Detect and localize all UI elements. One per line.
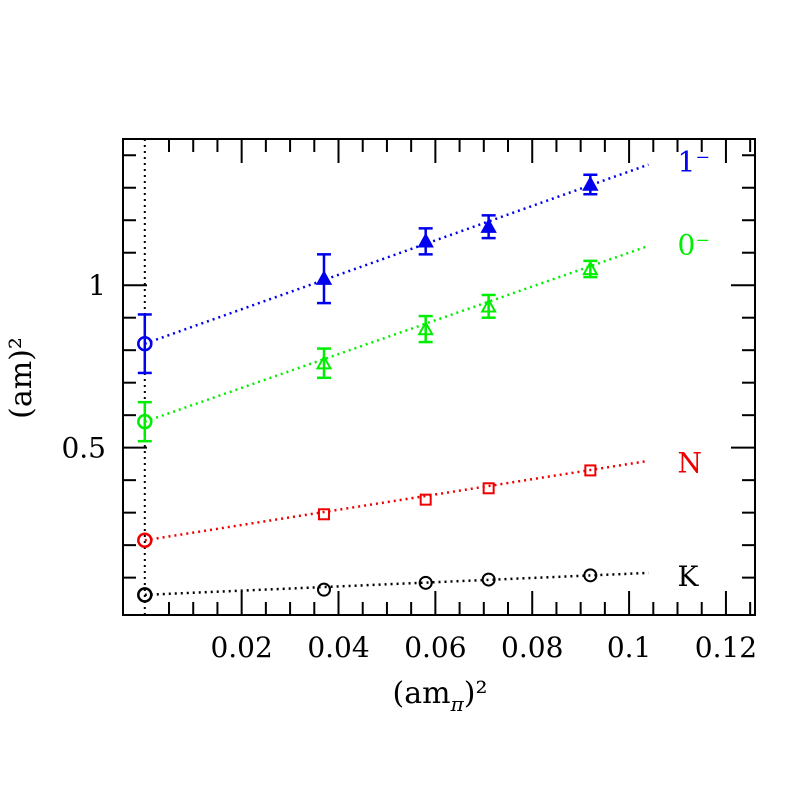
fit-line (144, 163, 649, 345)
y-tick-label: 0.5 (61, 432, 106, 465)
series-label-superscript: ⁻ (695, 146, 710, 179)
square-marker (317, 508, 330, 521)
x-tick-label: 0.12 (695, 631, 757, 664)
triangle-marker (417, 320, 434, 336)
triangle-marker (315, 354, 333, 370)
circle-marker (583, 568, 598, 583)
series-label-base: K (678, 560, 700, 593)
fit-line (144, 459, 649, 542)
series-label: 0⁻ (678, 229, 711, 262)
fit-lines-layer (143, 139, 649, 615)
plot-frame (122, 138, 756, 616)
square-marker (584, 464, 597, 477)
fit-line (144, 244, 649, 423)
x-tick-label: 0.04 (307, 631, 369, 664)
square-marker (482, 482, 495, 495)
axis-ticks-layer (123, 139, 755, 615)
series-label-base: 1 (678, 146, 696, 179)
triangle-marker (582, 175, 599, 191)
extrapolated-point (137, 335, 153, 352)
triangle-marker (582, 260, 599, 276)
triangle-marker (417, 232, 434, 248)
x-tick-label: 0.08 (501, 631, 563, 664)
circle-marker (481, 572, 496, 587)
x-axis-title-tail: )² (464, 676, 488, 711)
triangle-marker (315, 270, 333, 285)
series-label-base: N (678, 446, 703, 479)
x-tick-label: 0.06 (404, 631, 466, 664)
y-axis-title: (am)² (4, 337, 39, 419)
series-label-base: 0 (678, 229, 696, 262)
y-tick-label: 1 (88, 269, 106, 302)
extrapolated-point (137, 413, 153, 430)
series-label: 1⁻ (678, 146, 711, 179)
series-label-superscript: ⁻ (695, 229, 710, 262)
triangle-marker (480, 297, 497, 313)
data-marks-layer (137, 173, 599, 603)
series-label: K (678, 560, 700, 593)
circle-marker (418, 575, 433, 590)
circle-marker (316, 582, 331, 597)
square-marker (419, 493, 432, 506)
x-axis-title: (amπ)² (393, 676, 488, 716)
extrapolated-point (137, 587, 153, 603)
triangle-marker (480, 218, 497, 233)
x-tick-label: 0.02 (210, 631, 272, 664)
extrapolated-point (137, 532, 153, 549)
series-label: N (678, 446, 703, 479)
fit-line (144, 571, 649, 597)
x-tick-label: 0.1 (607, 631, 652, 664)
x-axis-title-subscript: π (450, 692, 465, 716)
labels-layer: 0.02 0.04 0.06 0.08 0.1 0.120.511⁻0⁻NK (61, 146, 757, 664)
